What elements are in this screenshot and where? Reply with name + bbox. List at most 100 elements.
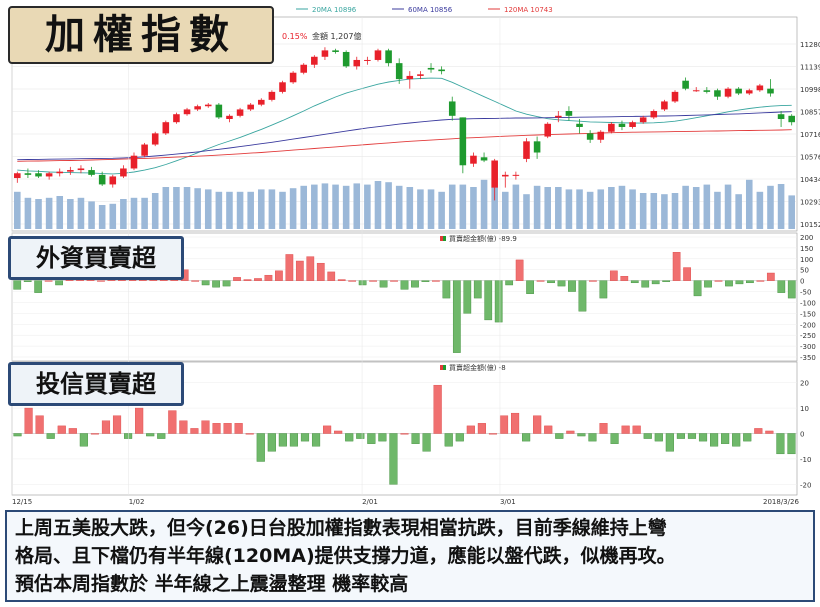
- foreign-bar: [662, 280, 671, 282]
- trust-bar: [743, 433, 752, 442]
- candle-body: [671, 91, 679, 102]
- volume-bar: [459, 184, 467, 229]
- foreign-bar: [725, 280, 733, 287]
- volume-bar: [767, 185, 774, 229]
- foreign-bar: [766, 272, 775, 281]
- candle-body: [311, 56, 318, 65]
- foreign-bar: [787, 280, 796, 299]
- volume-bar: [226, 191, 233, 229]
- volume-bar: [629, 189, 636, 229]
- foreign-bar: [222, 280, 231, 287]
- candle-body: [459, 117, 467, 166]
- volume-bar: [130, 197, 138, 229]
- foreign-bar: [400, 280, 409, 290]
- foreign-bar: [358, 280, 367, 286]
- volume-bar: [77, 197, 85, 229]
- foreign-bar: [13, 280, 22, 290]
- volume-bar: [438, 191, 445, 229]
- foreign-bar: [599, 280, 608, 299]
- foreign-bar: [515, 259, 524, 281]
- volume-bar: [714, 191, 721, 229]
- trust-bar: [577, 433, 586, 437]
- price-tick-label: 11280: [800, 41, 820, 49]
- volume-bar: [194, 188, 201, 229]
- candle-body: [14, 173, 21, 179]
- foreign-tick-label: -350: [800, 354, 816, 362]
- trust-bar: [212, 423, 221, 434]
- candle-body: [438, 69, 445, 72]
- candle-body: [544, 123, 551, 137]
- candle-body: [576, 123, 583, 127]
- trust-bar: [522, 433, 531, 442]
- candle-body: [332, 50, 339, 52]
- candle-body: [661, 101, 668, 110]
- trust-bar: [201, 420, 210, 434]
- foreign-bar: [589, 280, 597, 282]
- trust-bar: [488, 433, 498, 435]
- foreign-bar: [641, 280, 650, 288]
- trust-bar: [157, 433, 166, 439]
- volume-bar: [777, 184, 785, 229]
- candle-body: [24, 173, 32, 175]
- foreign-bar: [264, 274, 273, 281]
- trust-bar: [765, 430, 774, 434]
- candle-body: [597, 131, 605, 140]
- volume-bar: [35, 199, 42, 229]
- foreign-bar: [568, 280, 576, 292]
- trust-panel-title: 投信買賣超: [8, 362, 184, 406]
- trust-bar: [754, 428, 763, 434]
- date-label: 2018/3/26: [763, 498, 799, 506]
- volume-bar: [258, 189, 265, 229]
- foreign-bar: [484, 280, 493, 321]
- candle-body: [258, 99, 265, 105]
- volume-bar: [703, 184, 711, 229]
- trust-bar: [90, 433, 99, 435]
- trust-bar: [721, 433, 730, 444]
- candle-body: [555, 115, 562, 118]
- foreign-bar: [630, 280, 639, 284]
- trust-bar: [300, 433, 310, 442]
- candle-body: [342, 51, 350, 67]
- ma-legend: 20MA 10896 60MA 10856 120MA 10743: [296, 6, 553, 14]
- foreign-bar: [683, 267, 691, 281]
- candle-body: [523, 141, 530, 159]
- candle-body: [480, 157, 488, 161]
- trust-bar: [223, 423, 232, 434]
- foreign-legend-label: 買賣超金額(億) -89.9: [449, 234, 517, 243]
- volume-bar: [14, 191, 21, 229]
- candle-body: [767, 88, 774, 94]
- trust-bar: [24, 407, 33, 434]
- candle-body: [162, 122, 170, 134]
- summary-line-1: 上周五美股大跌，但今(26)日台股加權指數表現相當抗跌，目前季線維持上彎: [15, 517, 667, 539]
- trust-bar: [400, 433, 409, 435]
- trust-bar: [643, 433, 652, 439]
- foreign-tick-label: 150: [800, 245, 813, 253]
- volume-bar: [395, 185, 403, 229]
- foreign-bar: [494, 280, 503, 323]
- trust-bar: [510, 412, 520, 434]
- ma60-line: [17, 111, 792, 161]
- trust-bar: [179, 420, 188, 434]
- foreign-bar: [212, 280, 220, 288]
- trust-tick-label: 20: [800, 380, 809, 388]
- volume-bar: [533, 185, 541, 229]
- candle-body: [364, 59, 371, 61]
- foreign-bar: [369, 280, 377, 282]
- volume-bar: [480, 179, 488, 229]
- volume-bar: [353, 183, 361, 229]
- trust-bar: [345, 433, 354, 442]
- trust-bar: [323, 425, 332, 434]
- volume-bar: [661, 194, 668, 229]
- foreign-bar: [23, 280, 32, 282]
- volume-bar: [745, 179, 753, 229]
- volume-bar: [788, 195, 795, 229]
- volume-bar: [24, 197, 32, 229]
- trust-bar: [698, 433, 708, 442]
- trust-bar: [710, 433, 719, 447]
- trust-tick-label: -10: [800, 456, 811, 464]
- trust-bar: [787, 433, 796, 455]
- trust-bar: [57, 425, 66, 434]
- trust-bar: [588, 433, 597, 442]
- foreign-bar: [452, 280, 461, 353]
- foreign-bar: [295, 260, 304, 281]
